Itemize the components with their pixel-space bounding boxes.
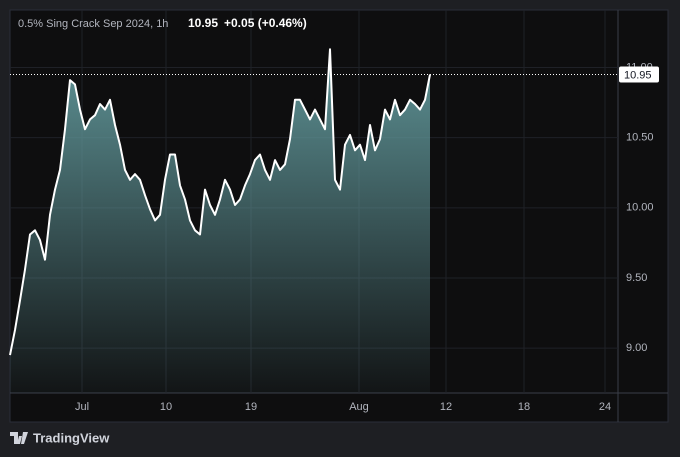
- y-tick-label: 9.00: [626, 342, 647, 354]
- y-tick-label: 10.00: [626, 202, 654, 214]
- x-tick-label: Jul: [75, 401, 89, 413]
- x-tick-label: Aug: [349, 401, 369, 413]
- x-tick-label: 24: [599, 401, 611, 413]
- brand-name: TradingView: [33, 430, 110, 445]
- brand-logo: [10, 432, 28, 444]
- chart-title: 0.5% Sing Crack Sep 2024, 1h: [18, 18, 168, 30]
- x-tick-label: 12: [440, 401, 452, 413]
- plot: [9, 48, 618, 394]
- area-fill: [10, 49, 430, 394]
- x-tick-label: 18: [518, 401, 530, 413]
- brand: TradingView: [10, 430, 110, 445]
- y-tick-label: 10.50: [626, 132, 654, 144]
- last-price-badge: [619, 66, 659, 83]
- x-tick-label: 19: [245, 401, 257, 413]
- header-price: 10.95: [188, 16, 218, 30]
- last-price-label: 10.95: [624, 69, 652, 81]
- header-change: +0.05 (+0.46%): [224, 16, 307, 30]
- price-line: [9, 48, 431, 356]
- x-tick-label: 10: [160, 401, 172, 413]
- y-tick-label: 9.50: [626, 272, 647, 284]
